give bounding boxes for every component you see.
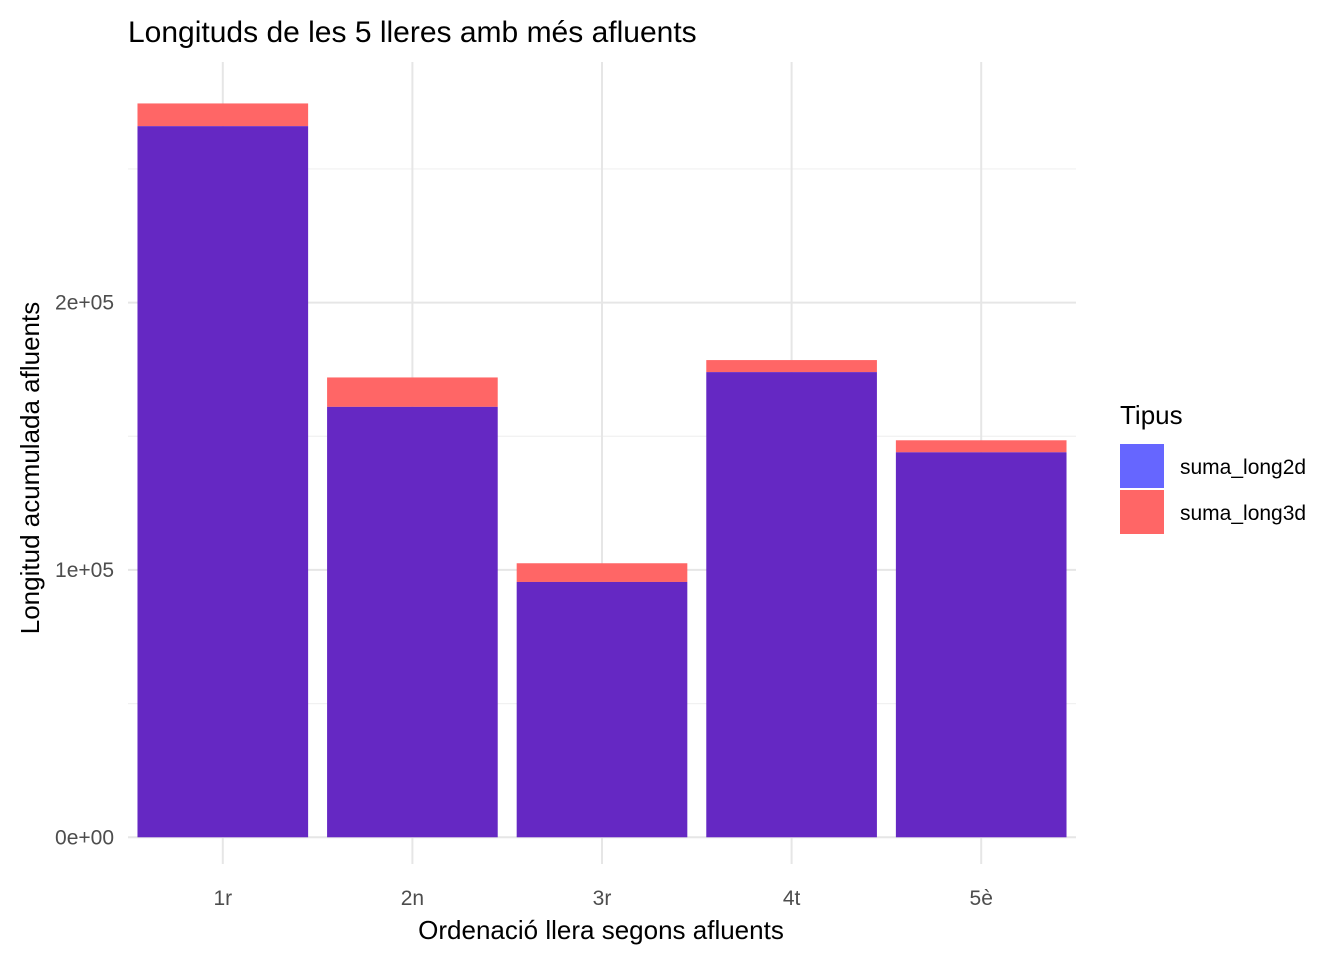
bar-segment-excess-2n (327, 377, 498, 407)
x-tick-label: 3r (593, 887, 612, 910)
legend: Tipus suma_long2d suma_long3d (1120, 400, 1306, 534)
chart-title: Longituds de les 5 lleres amb més afluen… (128, 16, 697, 49)
y-axis-ticks: 0e+00 1e+05 2e+05 (55, 292, 114, 850)
x-tick-label: 4t (783, 887, 801, 910)
bar-segment-overlap-2n (327, 406, 498, 838)
x-tick-label: 5è (970, 887, 993, 910)
legend-label-suma-long2d: suma_long2d (1180, 456, 1306, 479)
bar-segment-overlap-4t (706, 372, 877, 838)
bar-segment-overlap-1r (137, 126, 309, 838)
bar-segment-excess-1r (137, 103, 309, 127)
y-tick-label: 1e+05 (55, 559, 114, 582)
bar-segment-excess-5è (895, 440, 1067, 453)
legend-key-suma-long2d (1120, 444, 1164, 488)
bars (137, 103, 1067, 838)
legend-title: Tipus (1120, 400, 1183, 430)
y-axis-title: Longitud acumulada afluents (15, 302, 45, 634)
x-tick-label: 2n (401, 887, 424, 910)
bar-segment-overlap-3r (516, 581, 688, 838)
legend-label-suma-long3d: suma_long3d (1180, 502, 1306, 525)
legend-key-suma-long3d (1120, 490, 1164, 534)
bar-segment-excess-4t (706, 360, 877, 373)
x-axis-ticks: 1r 2n 3r 4t 5è (213, 887, 992, 910)
bar-segment-excess-3r (516, 563, 688, 582)
x-axis-title: Ordenació llera segons afluents (418, 915, 784, 945)
y-tick-label: 2e+05 (55, 292, 114, 315)
x-tick-label: 1r (213, 887, 232, 910)
y-tick-label: 0e+00 (55, 826, 114, 849)
bar-segment-overlap-5è (895, 452, 1067, 838)
